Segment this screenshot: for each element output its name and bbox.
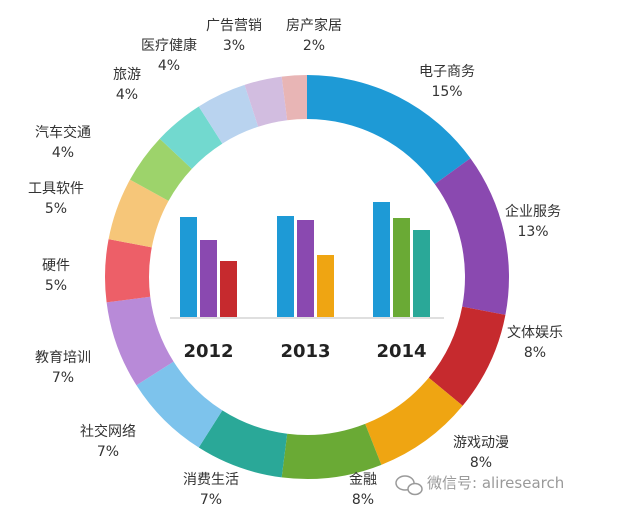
slice-category-label: 房产家居 — [286, 17, 342, 34]
slice-value-label: 15% — [431, 84, 462, 100]
donut-slice — [108, 179, 169, 248]
bar — [180, 217, 197, 317]
x-tick-label: 2012 — [183, 341, 233, 362]
slice-value-label: 7% — [97, 444, 119, 460]
slice-value-label: 5% — [45, 201, 67, 217]
x-tick-label: 2013 — [280, 341, 330, 362]
wechat-icon — [395, 475, 423, 496]
donut-slice — [106, 296, 174, 386]
donut-slice — [434, 158, 510, 315]
slice-category-label: 消费生活 — [183, 472, 239, 488]
slice-value-label: 4% — [52, 145, 74, 161]
bar — [200, 240, 217, 317]
slice-value-label: 5% — [45, 278, 67, 294]
bar-chart: 2012 2013 2014 — [170, 202, 444, 362]
slice-category-label: 广告营销 — [206, 18, 262, 34]
donut-slice — [198, 84, 259, 144]
donut-slice — [365, 377, 463, 465]
slice-value-label: 4% — [116, 87, 138, 103]
slice-category-label: 社交网络 — [80, 423, 136, 440]
slice-category-label: 游戏动漫 — [453, 435, 509, 451]
slice-category-label: 企业服务 — [505, 203, 561, 220]
bar — [393, 218, 410, 317]
donut-slice — [428, 306, 506, 406]
slice-category-label: 教育培训 — [35, 350, 91, 366]
slice-category-label: 硬件 — [42, 258, 70, 274]
donut-slice — [244, 76, 288, 127]
donut-slice — [281, 423, 382, 479]
slice-value-label: 7% — [200, 492, 222, 508]
donut-slice — [105, 239, 152, 303]
slice-value-label: 8% — [524, 345, 546, 361]
watermark: 微信号: aliresearch — [395, 474, 564, 496]
slice-category-label: 工具软件 — [28, 181, 84, 197]
slice-category-label: 医疗健康 — [141, 37, 197, 54]
slice-value-label: 13% — [517, 224, 548, 240]
donut-slice — [307, 75, 471, 185]
slice-value-label: 4% — [158, 58, 180, 74]
slice-category-label: 文体娱乐 — [507, 325, 563, 341]
bar — [373, 202, 390, 317]
watermark-text: 微信号: aliresearch — [427, 474, 564, 492]
slice-value-label: 8% — [470, 455, 492, 471]
bar — [297, 220, 314, 317]
slice-value-label: 3% — [223, 38, 245, 54]
slice-value-label: 2% — [303, 38, 325, 54]
donut-labels: 电子商务 15% 企业服务 13% 文体娱乐 8% 游戏动漫 8% 金融 8% 消费生活 7% 社交网络… — [28, 17, 563, 508]
bar — [220, 261, 237, 317]
donut-slice — [281, 75, 307, 121]
x-tick-label: 2014 — [376, 341, 426, 362]
slice-value-label: 8% — [352, 492, 374, 508]
slice-value-label: 7% — [52, 370, 74, 386]
donut-ring — [105, 75, 510, 479]
donut-slice — [159, 106, 223, 169]
bar — [277, 216, 294, 317]
donut-slice — [198, 410, 288, 478]
slice-category-label: 汽车交通 — [35, 124, 91, 141]
slice-category-label: 旅游 — [113, 67, 141, 83]
donut-slice — [136, 361, 223, 448]
donut-slice — [129, 138, 192, 201]
bar — [317, 255, 334, 317]
slice-category-label: 金融 — [349, 472, 377, 488]
bar — [413, 230, 430, 317]
slice-category-label: 电子商务 — [419, 64, 475, 80]
